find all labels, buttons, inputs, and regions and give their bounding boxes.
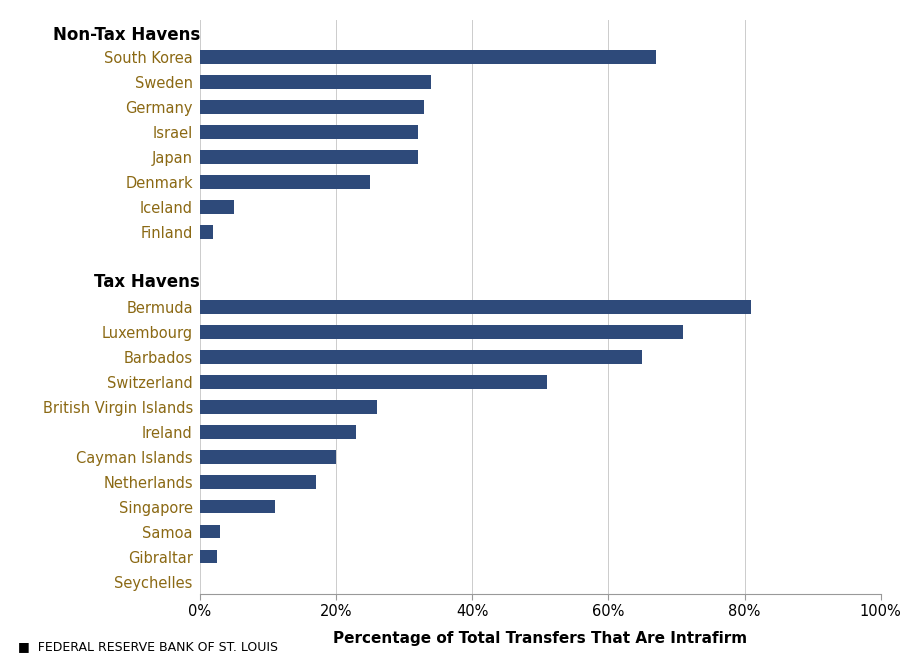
Bar <box>200 150 418 164</box>
Bar <box>200 225 213 239</box>
Bar <box>200 525 221 539</box>
Bar <box>200 75 431 89</box>
Bar <box>200 500 274 513</box>
Bar <box>200 450 336 463</box>
Bar <box>200 425 356 439</box>
X-axis label: Percentage of Total Transfers That Are Intrafirm: Percentage of Total Transfers That Are I… <box>333 630 747 645</box>
Bar <box>200 325 684 339</box>
Text: Tax Havens: Tax Havens <box>94 273 200 291</box>
Bar <box>200 400 377 414</box>
Bar <box>200 175 370 189</box>
Bar <box>200 375 547 389</box>
Bar <box>200 350 643 364</box>
Bar <box>200 300 752 314</box>
Bar <box>200 125 418 139</box>
Text: ■  FEDERAL RESERVE BANK OF ST. LOUIS: ■ FEDERAL RESERVE BANK OF ST. LOUIS <box>18 640 278 653</box>
Bar <box>200 550 217 564</box>
Bar <box>200 50 656 64</box>
Bar <box>200 100 425 114</box>
Text: Non-Tax Havens: Non-Tax Havens <box>53 26 200 44</box>
Bar <box>200 475 316 488</box>
Bar <box>200 200 234 214</box>
